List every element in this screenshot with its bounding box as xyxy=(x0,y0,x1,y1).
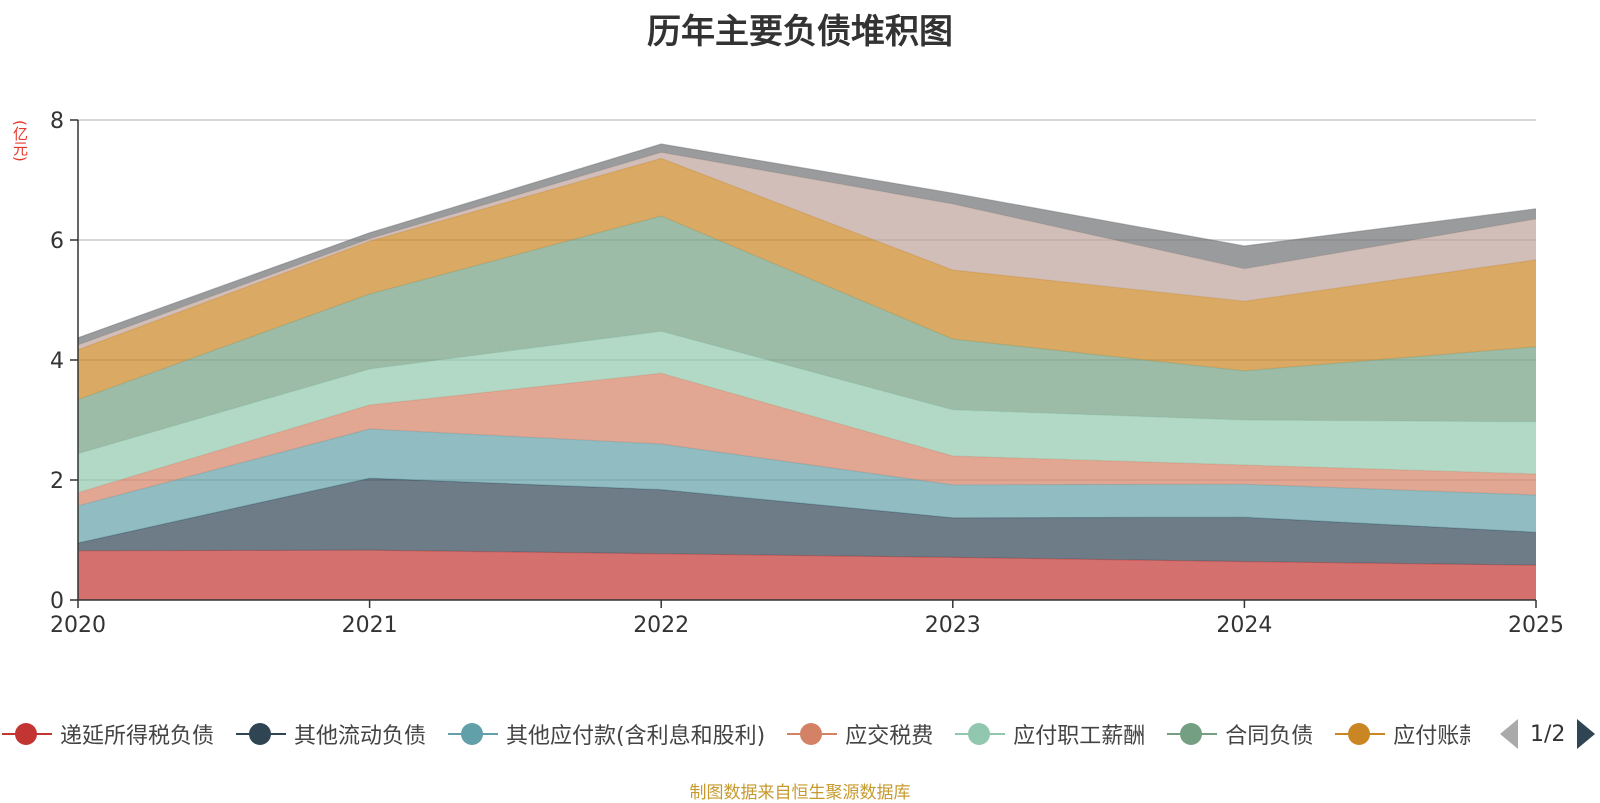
area-series-1[interactable] xyxy=(78,478,1536,566)
y-axis-unit-label: (亿元) xyxy=(11,120,29,162)
legend-next-page-icon[interactable] xyxy=(1577,719,1596,749)
legend-label: 其他应付款(含利息和股利) xyxy=(506,724,766,749)
x-tick-label: 2023 xyxy=(925,613,981,638)
legend-prev-page-icon[interactable] xyxy=(1500,719,1518,749)
y-tick-label: 2 xyxy=(50,469,64,494)
y-tick-label: 6 xyxy=(50,229,64,254)
area-series-edge-8 xyxy=(77,143,1537,339)
area-series-group xyxy=(77,143,1537,600)
legend-marker-icon xyxy=(787,722,838,746)
area-series-7[interactable] xyxy=(78,152,1536,350)
legend-label: 合同负债 xyxy=(1225,724,1314,749)
legend-page-indicator: 1/2 xyxy=(1530,721,1566,747)
legend-marker-icon xyxy=(236,722,287,746)
x-tick-label: 2022 xyxy=(633,613,689,638)
legend-marker-icon xyxy=(2,722,52,746)
chart-title: 历年主要负债堆积图 xyxy=(647,12,953,52)
area-series-3[interactable] xyxy=(78,373,1536,506)
area-series-4[interactable] xyxy=(78,331,1536,493)
x-tick-label: 2020 xyxy=(50,613,106,638)
x-tick-label: 2024 xyxy=(1216,613,1272,638)
legend-item-1[interactable]: 其他流动负债 xyxy=(236,712,426,756)
source-note: 制图数据来自恒生聚源数据库 xyxy=(689,783,911,803)
legend-label: 应交税费 xyxy=(845,724,934,749)
legend-item-4[interactable]: 应付职工薪酬 xyxy=(955,712,1145,756)
legend-item-6[interactable]: 应付账款 xyxy=(1335,712,1470,756)
legend-label: 其他流动负债 xyxy=(294,724,427,749)
legend-label: 应付账款 xyxy=(1393,724,1470,749)
area-series-2[interactable] xyxy=(78,429,1536,543)
legend-item-0[interactable]: 递延所得税负债 xyxy=(2,712,214,756)
legend-item-5[interactable]: 合同负债 xyxy=(1167,712,1313,756)
x-tick-label: 2021 xyxy=(342,613,398,638)
x-tick-label: 2025 xyxy=(1508,613,1564,638)
y-tick-label: 0 xyxy=(50,589,64,614)
legend-marker-icon xyxy=(1167,722,1218,746)
legend-marker-icon xyxy=(955,722,1006,746)
legend-label: 递延所得税负债 xyxy=(60,724,215,749)
y-tick-label: 8 xyxy=(50,109,64,134)
area-series-0[interactable] xyxy=(78,550,1536,600)
legend-marker-icon xyxy=(448,722,499,746)
legend-marker-icon xyxy=(1335,722,1386,746)
stacked-area-chart: 0 2 4 6 8 2020 2021 2022 2023 2024 2025 xyxy=(50,109,1564,638)
legend-pager: 1/2 xyxy=(1500,716,1596,752)
legend-item-3[interactable]: 应交税费 xyxy=(787,712,933,756)
area-series-6[interactable] xyxy=(78,158,1536,400)
area-series-5[interactable] xyxy=(78,216,1536,454)
axes: 0 2 4 6 8 2020 2021 2022 2023 2024 2025 xyxy=(50,109,1564,638)
legend: 递延所得税负债 其他流动负债 其他应付款(含利息和股利) 应交税费 应付职工薪酬 合同负债… xyxy=(0,712,1470,756)
legend-label: 应付职工薪酬 xyxy=(1013,724,1146,749)
legend-item-2[interactable]: 其他应付款(含利息和股利) xyxy=(448,712,765,756)
y-tick-label: 4 xyxy=(50,349,64,374)
